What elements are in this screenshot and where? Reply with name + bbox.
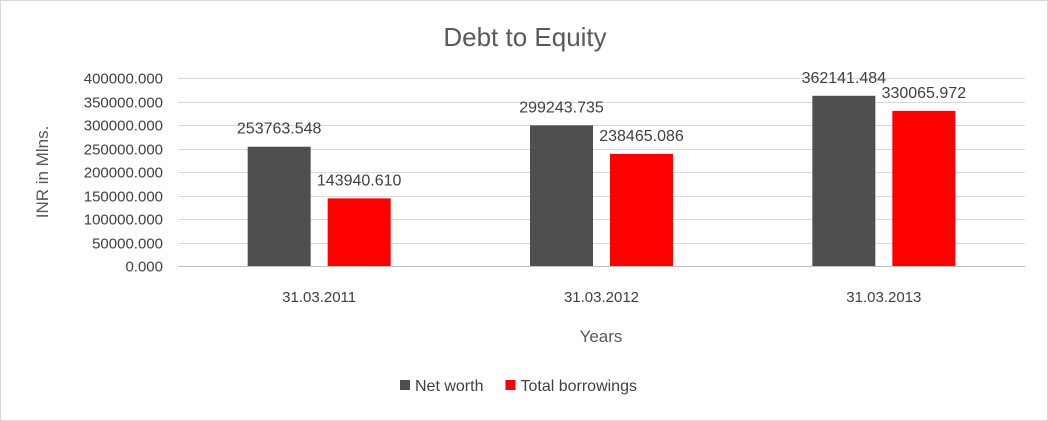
chart-title: Debt to Equity bbox=[443, 22, 606, 52]
legend-swatch bbox=[505, 380, 516, 390]
data-label: 362141.484 bbox=[802, 70, 887, 87]
bar bbox=[892, 110, 956, 267]
data-label: 253763.548 bbox=[237, 121, 322, 138]
y-tick-label: 400000.000 bbox=[84, 71, 163, 88]
y-tick-label: 50000.000 bbox=[92, 236, 163, 253]
data-label: 238465.086 bbox=[599, 128, 684, 145]
legend: Net worth Total borrowings bbox=[400, 378, 637, 395]
bars bbox=[247, 95, 956, 267]
gridlines bbox=[178, 78, 1025, 267]
y-axis-ticks: 0.000 50000.000 100000.000 150000.000 200000… bbox=[84, 71, 163, 276]
y-tick-label: 150000.000 bbox=[84, 189, 163, 206]
bar bbox=[812, 95, 876, 266]
y-tick-label: 200000.000 bbox=[84, 165, 163, 182]
x-axis-ticks: 31.03.2011 31.03.2012 31.03.2013 bbox=[282, 289, 921, 306]
data-label: 299243.735 bbox=[519, 99, 604, 116]
data-label: 330065.972 bbox=[882, 85, 967, 102]
y-tick-label: 250000.000 bbox=[84, 142, 163, 159]
bar bbox=[327, 198, 391, 266]
x-tick-label: 31.03.2013 bbox=[846, 289, 921, 306]
legend-label: Total borrowings bbox=[520, 378, 637, 395]
data-label: 143940.610 bbox=[317, 172, 402, 189]
bar bbox=[530, 125, 593, 267]
y-axis-title: INR in Mlns. bbox=[33, 126, 52, 219]
y-tick-label: 350000.000 bbox=[84, 95, 163, 112]
bar bbox=[610, 153, 673, 266]
legend-swatch bbox=[400, 380, 410, 390]
legend-label: Net worth bbox=[415, 378, 483, 395]
y-tick-label: 100000.000 bbox=[84, 212, 163, 229]
bar bbox=[247, 146, 311, 266]
x-tick-label: 31.03.2011 bbox=[282, 289, 356, 306]
y-tick-label: 300000.000 bbox=[84, 118, 163, 135]
y-tick-label: 0.000 bbox=[125, 259, 163, 276]
x-axis-title: Years bbox=[580, 327, 623, 346]
data-labels: 253763.548 143940.610 299243.735 238465.086… bbox=[237, 70, 966, 190]
x-tick-label: 31.03.2012 bbox=[564, 289, 639, 306]
